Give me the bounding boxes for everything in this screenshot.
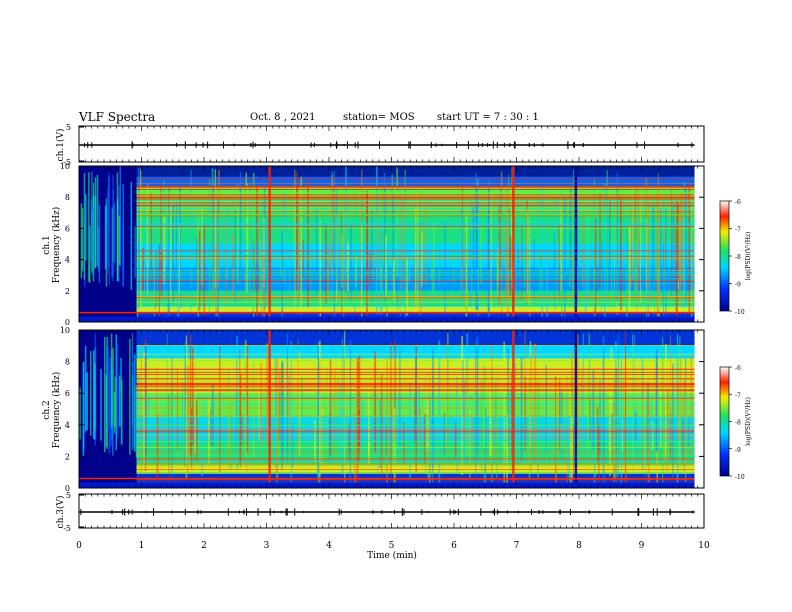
x-tick-label: 4 — [326, 541, 332, 551]
ch1-waveform-panel: 5 -5 — [63, 123, 705, 167]
y-tick-label: 2 — [65, 287, 70, 296]
colorbar-tick-label: -7 — [735, 392, 741, 399]
y-tick-label: -5 — [63, 524, 71, 533]
ch3-waveform-ylabel: ch.3(V) — [55, 496, 66, 529]
y-tick-label: 0 — [65, 484, 70, 493]
colorbar-tick-label: -6 — [735, 365, 741, 372]
panel-frame — [78, 125, 705, 163]
ch2-spec-ylabel-channel: ch.2 — [42, 400, 52, 419]
low-freq-strip — [79, 482, 695, 488]
x-tick-label: 6 — [451, 541, 457, 551]
no-data-region — [694, 166, 704, 322]
ch2-spectrogram-panel: 0 2 4 6 8 10 — [60, 326, 705, 493]
colorbar-label: log(PSD)(V²/Hz) — [745, 397, 752, 446]
time-axis-label: Time (min) — [367, 550, 417, 561]
x-tick-label: 10 — [698, 541, 710, 551]
ch1-spec-ylabel-channel: ch.1 — [42, 235, 52, 254]
x-tick-label: 7 — [514, 541, 520, 551]
x-tick-label: 9 — [639, 541, 645, 551]
colorbar-ch2: -6 -7 -8 -9 -10 log(PSD)(V²/Hz) — [719, 365, 752, 481]
date-label: Oct. 8 , 2021 — [250, 112, 316, 123]
frequency-band — [136, 166, 695, 177]
start-time-label: start UT = 7 : 30 : 1 — [437, 112, 539, 123]
x-tick-label: 5 — [389, 541, 395, 551]
colorbar-tick-label: -10 — [735, 309, 745, 316]
frequency-band — [136, 176, 695, 187]
y-tick-label: -5 — [63, 158, 71, 167]
no-data-region — [694, 330, 704, 488]
figure-title: VLF Spectra — [79, 110, 156, 124]
x-tick-label: 0 — [76, 541, 82, 551]
y-tick-label: 2 — [65, 452, 70, 461]
colorbar-ch1: -6 -7 -8 -9 -10 log(PSD)(V²/Hz) — [719, 199, 752, 316]
x-tick-label: 3 — [264, 541, 270, 551]
y-tick-label: 8 — [65, 358, 70, 367]
x-tick-label: 8 — [576, 541, 582, 551]
colorbar-tick-label: -6 — [735, 199, 741, 206]
y-tick-label: 6 — [65, 224, 70, 233]
ch2-spec-ylabel-frequency: Frequency (kHz) — [51, 372, 62, 449]
colorbar-label: log(PSD)(V²/Hz) — [745, 232, 752, 281]
ch1-spectrogram-panel: 0 2 4 6 8 10 — [60, 162, 705, 327]
colorbar-tick-label: -9 — [735, 282, 741, 289]
colorbar-tick-label: -8 — [735, 254, 741, 261]
frequency-band — [136, 330, 695, 346]
y-tick-label: 6 — [65, 389, 70, 398]
colorbar-tick-label: -7 — [735, 227, 741, 234]
y-tick-label: 8 — [65, 193, 70, 202]
y-tick-label: 0 — [65, 318, 70, 327]
ch1-waveform-ylabel: ch.1(V) — [55, 129, 66, 162]
colorbar-gradient — [719, 200, 730, 312]
ch1-spec-ylabel-frequency: Frequency (kHz) — [51, 207, 62, 284]
time-axis: 0 1 2 3 4 5 6 7 8 9 10 — [76, 541, 710, 551]
x-tick-label: 1 — [139, 541, 145, 551]
y-tick-label: 5 — [66, 491, 71, 500]
colorbar-tick-label: -9 — [735, 447, 741, 454]
ch3-waveform-panel: 5 -5 — [63, 491, 705, 533]
y-tick-label: 5 — [66, 123, 71, 132]
colorbar-gradient — [719, 366, 730, 477]
y-tick-label: 4 — [65, 421, 70, 430]
colorbar-tick-label: -10 — [735, 474, 745, 481]
station-label: station= MOS — [343, 112, 415, 123]
colorbar-tick-label: -8 — [735, 420, 741, 427]
y-tick-label: 10 — [60, 162, 70, 171]
y-tick-label: 10 — [60, 326, 70, 335]
y-tick-label: 4 — [65, 256, 70, 265]
x-tick-label: 2 — [201, 541, 207, 551]
low-freq-strip — [79, 316, 695, 322]
